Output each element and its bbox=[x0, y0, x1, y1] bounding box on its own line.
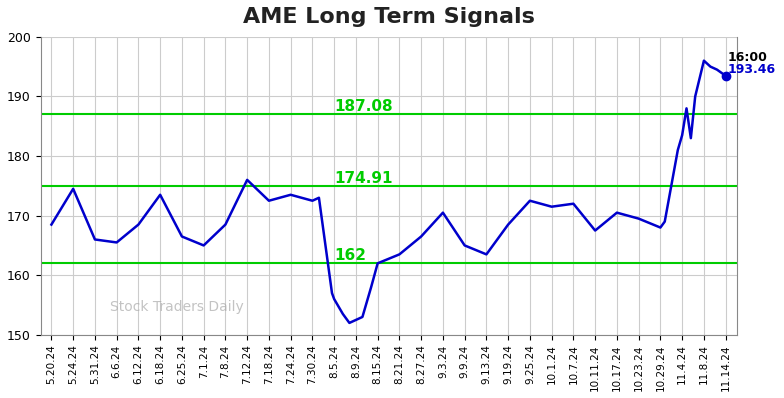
Text: 174.91: 174.91 bbox=[335, 172, 393, 186]
Text: Stock Traders Daily: Stock Traders Daily bbox=[110, 300, 244, 314]
Text: 187.08: 187.08 bbox=[335, 99, 394, 114]
Text: 193.46: 193.46 bbox=[728, 63, 776, 76]
Text: 162: 162 bbox=[335, 248, 367, 263]
Title: AME Long Term Signals: AME Long Term Signals bbox=[242, 7, 535, 27]
Text: 16:00: 16:00 bbox=[728, 51, 768, 64]
